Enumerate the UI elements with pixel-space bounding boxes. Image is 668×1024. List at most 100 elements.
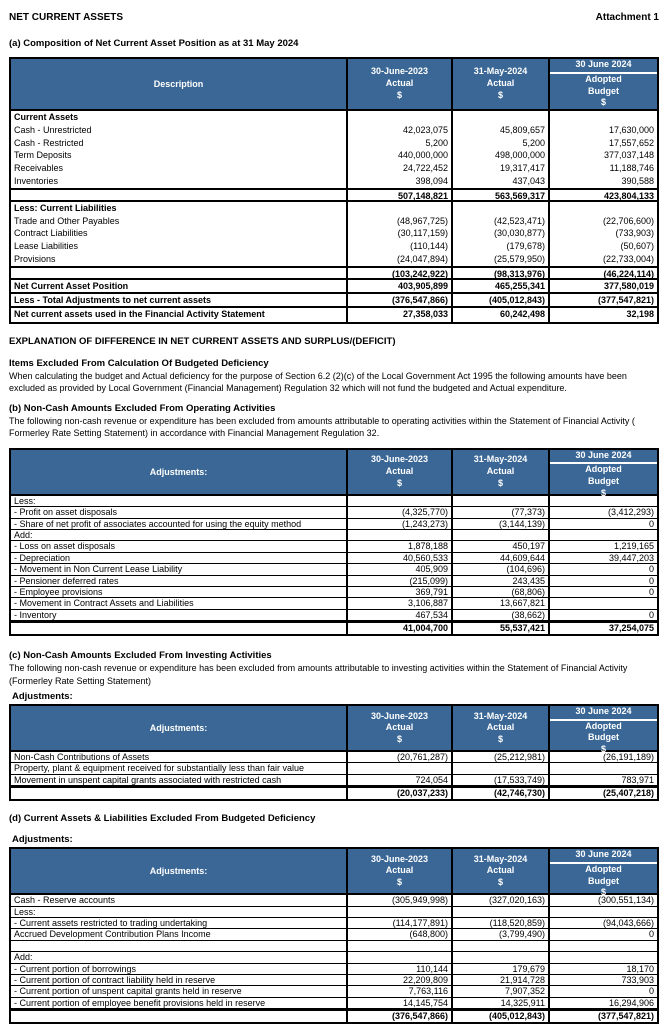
cell-value-june-2023 (346, 906, 451, 918)
row-label: Inventories (14, 175, 59, 186)
col-header-line: $ (396, 877, 402, 888)
cell-value-budget: 0 (548, 518, 657, 529)
cell-value-budget (548, 598, 657, 609)
cell-value-june-2023: 369,791 (346, 586, 451, 598)
cell-value-may-2024 (451, 201, 548, 215)
row-label: Less: Current Liabilities (14, 202, 117, 213)
table-row: Contract Liabilities (30,117,159) (30,030,… (11, 227, 657, 241)
row-label: - Inventory (14, 609, 57, 620)
cell-value-budget: (3,412,293) (548, 507, 657, 518)
cell-value-june-2023: (20,761,287) (346, 752, 451, 763)
table-row (11, 940, 657, 953)
operating-adjustments-table: Adjustments: 30-June-2023 Actual $31-May-20… (9, 447, 659, 637)
col-header-line: Budget (588, 732, 619, 743)
section-d-heading: (d) Current Assets & Liabilities Exclude… (9, 813, 316, 825)
cell-value-may-2024: (327,020,163) (451, 895, 548, 906)
row-label: Provisions (14, 253, 56, 264)
attachment-label: Attachment 1 (595, 12, 659, 23)
cell-value-budget: 0 (548, 609, 657, 621)
table-row: Cash - Reserve accounts (305,949,998) (327… (11, 895, 657, 907)
page-title: NET CURRENT ASSETS (9, 12, 124, 23)
cell-value-budget: 0 (548, 929, 657, 940)
cell-value-may-2024: 13,667,821 (451, 598, 548, 609)
row-label: - Current portion of contract liability … (14, 974, 216, 985)
table-row: (103,242,922) (98,313,976) (46,224,114) (11, 265, 657, 280)
cell-value-may-2024 (451, 111, 548, 124)
row-label (11, 623, 346, 634)
cell-value-june-2023 (346, 952, 451, 963)
table-row: - Profit on asset disposals (4,325,770) (7… (11, 507, 657, 519)
table-row: 41,004,700 55,537,421 37,254,075 (11, 621, 657, 635)
cell-value-may-2024: (104,696) (451, 564, 548, 575)
cell-value-may-2024: (118,520,859) (451, 918, 548, 929)
col-header-line: Adopted (585, 863, 622, 874)
cell-value-budget (548, 201, 657, 215)
cell-value-budget: 32,198 (548, 307, 657, 322)
col-header-line: 30-June-2023 (370, 853, 429, 864)
cell-value-budget: (22,706,600) (548, 214, 657, 228)
col-header-line: $ (396, 733, 402, 744)
cell-value-june-2023: (24,047,894) (346, 252, 451, 266)
cell-value-june-2023 (346, 529, 451, 541)
col-header-line: $ (497, 89, 503, 100)
investing-adjustments-table: Adjustments: 30-June-2023 Actual $31-May-20… (9, 704, 659, 802)
row-label: Less: (14, 906, 36, 917)
cell-value-may-2024 (451, 529, 548, 541)
row-label: Movement in unspent capital grants assoc… (14, 774, 282, 785)
row-label: Less: (14, 495, 36, 506)
cell-value-june-2023 (346, 495, 451, 507)
table-header-row: Description 30-June-2023 Actual $31-May-202… (11, 59, 657, 111)
row-label: - Employee provisions (14, 586, 103, 597)
cell-value-may-2024: (68,806) (451, 586, 548, 598)
budgeted-deficiency-table: Adjustments: 30-June-2023 Actual $31-May-20… (9, 847, 659, 1024)
cell-value-budget: (25,407,218) (548, 788, 657, 800)
table-row: Inventories 398,094 437,043 390,588 (11, 174, 657, 188)
col-header-may-2024: 31-May-2024 Actual $ (451, 706, 548, 751)
cell-value-budget: (733,903) (548, 227, 657, 241)
row-label: Net current assets used in the Financial… (14, 308, 265, 319)
cell-value-may-2024: 179,679 (451, 963, 548, 974)
cell-value-budget: 0 (548, 575, 657, 586)
cell-value-june-2023: 42,023,075 (346, 123, 451, 137)
col-header-30-june-2024: 30 June 2024 (550, 849, 657, 864)
col-header-first: Adjustments: (149, 466, 208, 477)
cell-value-may-2024: (30,030,877) (451, 227, 548, 241)
col-header-30-june-2024: 30 June 2024 (550, 59, 657, 74)
col-header-june-2023: 30-June-2023 Actual $ (346, 706, 451, 751)
cell-value-may-2024 (451, 940, 548, 952)
cell-value-june-2023: (648,800) (346, 929, 451, 940)
cell-value-june-2023 (346, 111, 451, 124)
table-row: Cash - Restricted 5,200 5,200 17,557,652 (11, 136, 657, 150)
cell-value-may-2024: (405,012,843) (451, 1011, 548, 1023)
col-header-line: Adopted (585, 720, 622, 731)
cell-value-budget: (46,224,114) (548, 267, 657, 279)
cell-value-june-2023: (48,967,725) (346, 214, 451, 228)
cell-value-june-2023: (110,144) (346, 240, 451, 253)
cell-value-budget: (377,547,821) (548, 1011, 657, 1023)
cell-value-may-2024: (38,662) (451, 609, 548, 621)
row-label (11, 268, 346, 278)
cell-value-may-2024: 45,809,657 (451, 123, 548, 137)
table-row: Add: (11, 952, 657, 964)
col-header-may-2024: 31-May-2024 Actual $ (451, 849, 548, 894)
table-row: Add: (11, 529, 657, 542)
row-label: Less - Total Adjustments to net current … (14, 294, 212, 305)
table-row: Movement in unspent capital grants assoc… (11, 774, 657, 787)
cell-value-june-2023: 403,905,899 (346, 279, 451, 292)
row-label: Add: (14, 529, 33, 540)
cell-value-june-2023: 405,909 (346, 564, 451, 575)
col-header-june-2023: 30-June-2023 Actual $ (346, 449, 451, 494)
cell-value-june-2023: 40,560,533 (346, 552, 451, 564)
explanation-heading: EXPLANATION OF DIFFERENCE IN NET CURRENT… (9, 335, 396, 347)
table-row: Provisions (24,047,894) (25,579,950) (22,73… (11, 252, 657, 266)
col-header-line: Actual (385, 722, 414, 733)
cell-value-june-2023: (305,949,998) (346, 895, 451, 906)
cell-value-budget: 18,170 (548, 963, 657, 974)
cell-value-budget: 783,971 (548, 774, 657, 786)
cell-value-june-2023: 5,200 (346, 136, 451, 150)
col-header-line: $ (497, 877, 503, 888)
col-header-first: Adjustments: (149, 866, 208, 877)
row-label: Cash - Reserve accounts (14, 895, 116, 906)
row-label: Add: (14, 952, 33, 963)
cell-value-may-2024: 60,242,498 (451, 307, 548, 322)
